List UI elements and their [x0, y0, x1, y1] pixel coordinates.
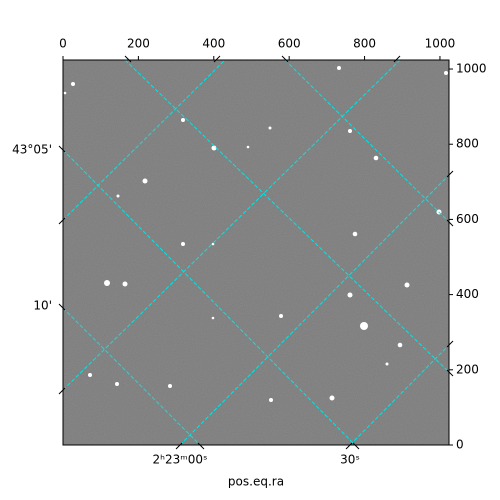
y-tick-label: 0 [456, 438, 464, 452]
y-tick-label: 600 [456, 212, 479, 226]
grid-line [63, 60, 226, 221]
y-tick-label: 200 [456, 362, 479, 376]
x-tick-label: 0 [59, 37, 67, 51]
x-tick-label: 200 [127, 37, 150, 51]
grid-line [63, 149, 356, 445]
dec-label: 43°05' [12, 143, 52, 157]
ra-label: 2ʰ23ᵐ00ˢ [153, 453, 208, 467]
grid-line [63, 60, 401, 391]
grid-line [284, 60, 449, 223]
frame [62, 59, 450, 446]
coordinate-grid [63, 60, 449, 445]
x-tick-label: 1000 [425, 37, 456, 51]
x-tick-label: 400 [202, 37, 225, 51]
wcs-ticks [58, 55, 454, 450]
dec-label: 10' [33, 299, 52, 313]
y-tick-label: 1000 [456, 62, 487, 76]
x-tick-label: 800 [353, 37, 376, 51]
grid-line [124, 60, 449, 373]
grid-line [179, 174, 449, 445]
y-tick-label: 400 [456, 287, 479, 301]
x-tick-label: 600 [278, 37, 301, 51]
x-axis-label: pos.eq.ra [228, 475, 284, 489]
ra-label: 30ˢ [340, 453, 360, 467]
grid-line [63, 307, 201, 445]
image-noise [63, 60, 449, 445]
y-tick-label: 800 [456, 137, 479, 151]
grid-line [349, 344, 449, 445]
